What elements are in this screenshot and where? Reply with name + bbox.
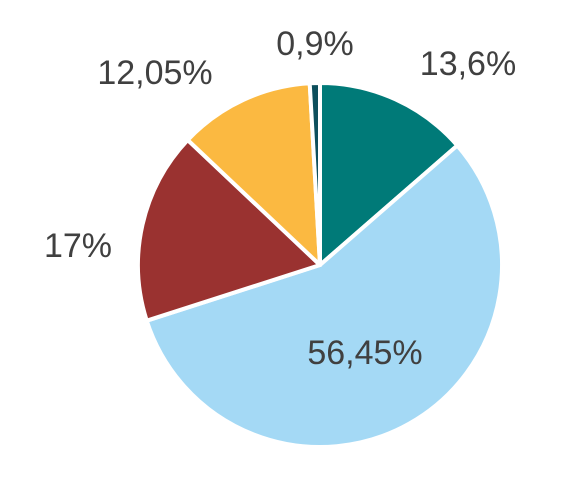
data-label: 56,45% <box>307 334 422 372</box>
data-label: 0,9% <box>276 25 354 63</box>
data-label: 13,6% <box>420 45 516 83</box>
data-label: 12,05% <box>97 54 212 92</box>
data-label: 17% <box>44 227 112 265</box>
pie-slice <box>307 81 322 267</box>
pie-slice <box>144 143 504 449</box>
pie-slice <box>318 81 460 267</box>
pie-slice <box>136 137 322 323</box>
pie-slice <box>185 81 322 267</box>
